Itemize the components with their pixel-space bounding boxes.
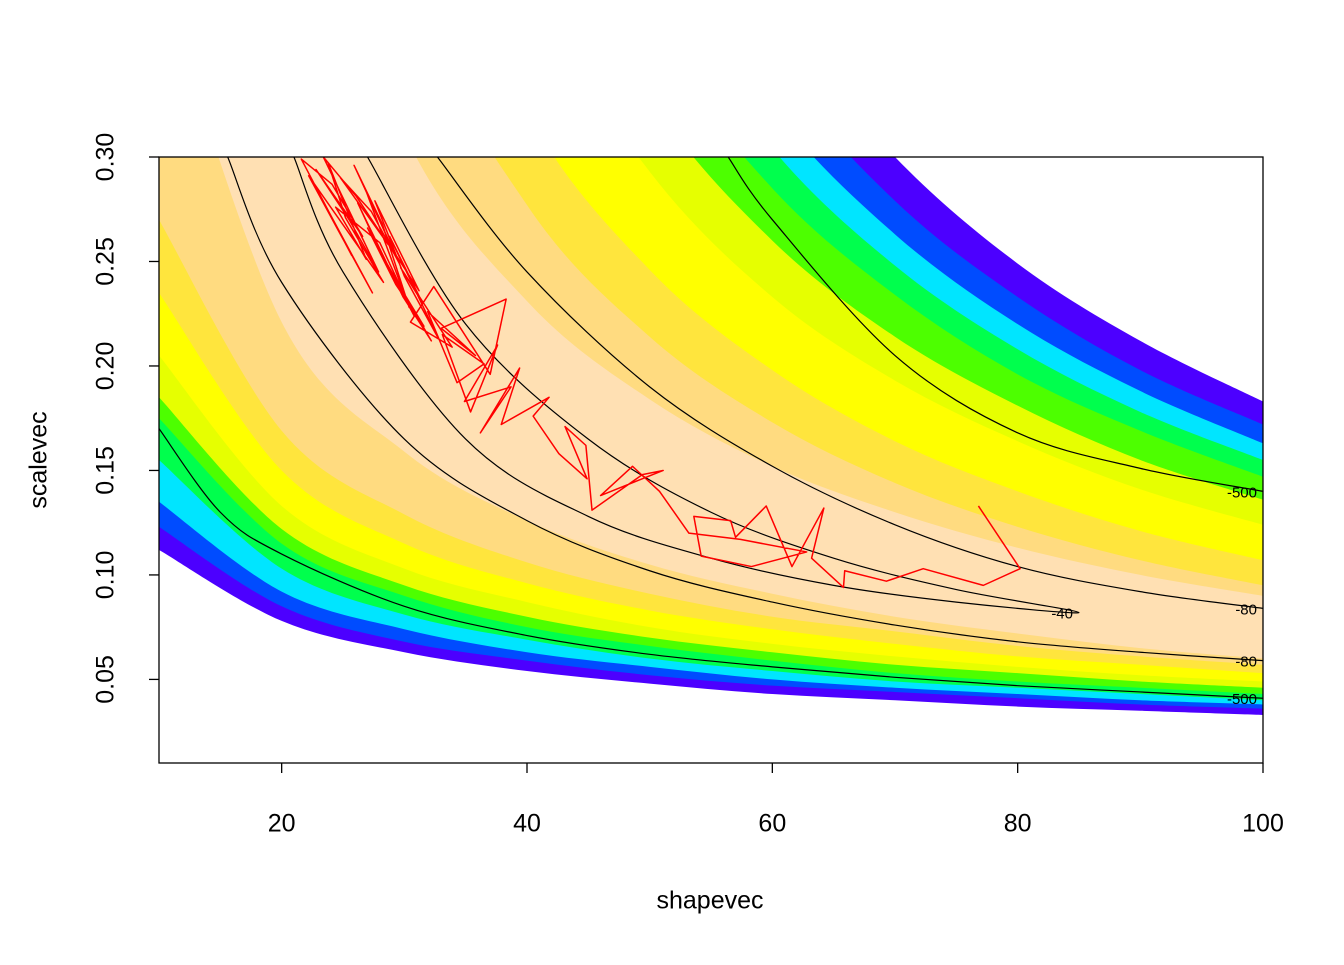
x-tick-label: 40 <box>513 810 541 838</box>
contour-label: -40 <box>1051 606 1073 623</box>
y-axis-title: scalevec <box>25 411 53 508</box>
contour-label: -500 <box>1227 691 1257 708</box>
y-tick-label: 0.05 <box>92 655 120 704</box>
trace-line <box>300 157 1021 589</box>
plot-area: -40 -80 -80 -500 -500 <box>159 157 1263 715</box>
x-tick-label: 20 <box>268 810 296 838</box>
y-tick-label: 0.10 <box>92 551 120 600</box>
x-tick-label: 60 <box>758 810 786 838</box>
y-tick-label: 0.25 <box>92 237 120 286</box>
color-band <box>218 157 1263 659</box>
contour-line <box>159 428 1263 699</box>
y-tick-label: 0.30 <box>92 133 120 182</box>
contour-label: -500 <box>1227 484 1257 501</box>
contour-label: -80 <box>1235 654 1257 671</box>
contour-line <box>727 157 1263 492</box>
contour-line <box>293 157 1080 614</box>
axes: 20 40 60 80 100 0.05 0.10 0.15 0.20 0.25 0.30 <box>92 133 1284 838</box>
contour-label: -80 <box>1235 601 1257 618</box>
x-tick-label: 80 <box>1004 810 1032 838</box>
contour-line <box>436 157 1263 609</box>
plot-box <box>158 156 1264 764</box>
y-tick-label: 0.15 <box>92 446 120 495</box>
x-tick-label: 100 <box>1242 810 1284 838</box>
y-tick-label: 0.20 <box>92 342 120 391</box>
contour-line <box>227 157 1263 662</box>
x-axis-title: shapevec <box>656 887 763 915</box>
